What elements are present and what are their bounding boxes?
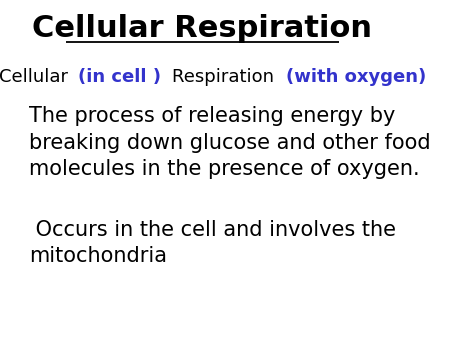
Text: (with oxygen): (with oxygen) bbox=[286, 68, 426, 86]
Text: Cellular: Cellular bbox=[0, 68, 74, 86]
Text: Cellular Respiration: Cellular Respiration bbox=[32, 14, 373, 43]
Text: The process of releasing energy by
breaking down glucose and other food
molecule: The process of releasing energy by break… bbox=[29, 106, 431, 179]
Text: (in cell ): (in cell ) bbox=[78, 68, 167, 86]
Text: Respiration: Respiration bbox=[172, 68, 280, 86]
Text: Occurs in the cell and involves the
mitochondria: Occurs in the cell and involves the mito… bbox=[29, 220, 396, 266]
